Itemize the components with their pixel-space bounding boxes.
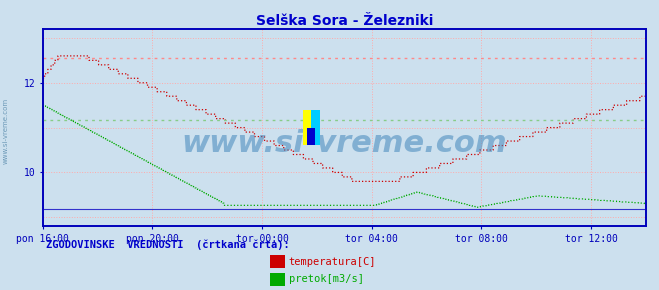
Text: ZGODOVINSKE  VREDNOSTI  (črtkana črta):: ZGODOVINSKE VREDNOSTI (črtkana črta): [46,240,290,250]
Bar [303,110,312,145]
Bar [307,128,316,145]
Text: www.si-vreme.com: www.si-vreme.com [2,97,9,164]
Text: temperatura[C]: temperatura[C] [289,257,376,267]
Text: www.si-vreme.com: www.si-vreme.com [181,129,507,158]
Title: Selška Sora - Železniki: Selška Sora - Železniki [256,14,433,28]
Bar [312,110,320,145]
Text: pretok[m3/s]: pretok[m3/s] [289,274,364,284]
